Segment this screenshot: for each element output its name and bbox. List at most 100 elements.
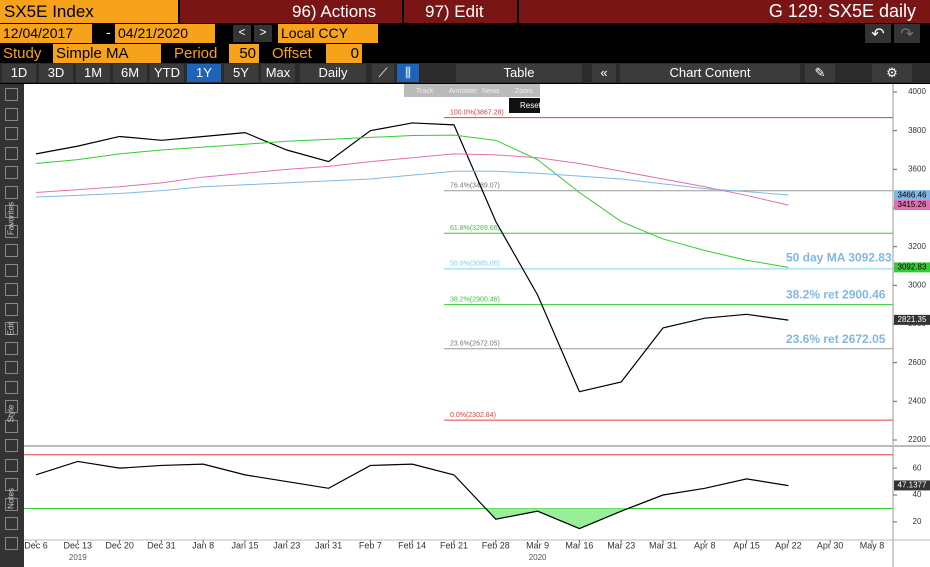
last-value-box: [894, 480, 930, 491]
side-icon[interactable]: [5, 185, 18, 199]
range-button[interactable]: 1D: [2, 64, 36, 82]
y-tick-label: 3600: [908, 164, 926, 173]
series-line: [35, 460, 789, 530]
edit-tool[interactable]: ✎: [805, 64, 835, 82]
y-tick-label: 40: [913, 490, 922, 499]
bar-tool[interactable]: ⫼: [397, 64, 419, 82]
last-value-box: [894, 314, 930, 325]
x-tick-label: Mar 23: [607, 540, 635, 550]
next-button[interactable]: >: [254, 25, 272, 42]
side-icon[interactable]: [5, 283, 18, 296]
level-label: 76.4%(3489.07): [450, 183, 500, 190]
side-icon[interactable]: [5, 127, 18, 140]
side-label: Style: [6, 404, 16, 423]
undo[interactable]: ↶: [865, 24, 891, 43]
x-tick-label: Mar 31: [649, 540, 677, 550]
side-icon[interactable]: [5, 439, 18, 452]
side-icon[interactable]: [5, 478, 18, 491]
range-button[interactable]: YTD: [150, 64, 184, 82]
range-button[interactable]: Max: [261, 64, 295, 82]
start-date[interactable]: 12/04/2017: [0, 24, 92, 43]
line-tool[interactable]: ⟋: [372, 64, 394, 82]
x-tick-label: Apr 8: [694, 540, 716, 550]
chart-content[interactable]: Chart Content: [620, 64, 800, 82]
x-tick-label: Feb 14: [398, 540, 426, 550]
last-value-label: 47.1377: [898, 481, 927, 490]
study[interactable]: Simple MA: [53, 44, 161, 63]
y-tick-label: 3800: [908, 126, 926, 135]
year-label: 2019: [69, 553, 87, 562]
side-icon[interactable]: [5, 244, 18, 257]
x-tick-label: Apr 15: [733, 540, 760, 550]
edit-menu[interactable]: 97) Edit: [425, 2, 484, 21]
x-tick-label: Mar 9: [526, 540, 549, 550]
side-label: Edit: [6, 321, 16, 336]
end-date[interactable]: 04/21/2020: [115, 24, 215, 43]
range-button[interactable]: 1Y: [187, 64, 221, 82]
x-tick-label: Dec 20: [105, 540, 134, 550]
level-label: 38.2%(2900.46): [450, 296, 500, 303]
range-button[interactable]: 3D: [39, 64, 73, 82]
side-icon[interactable]: [5, 458, 18, 472]
side-icon[interactable]: [5, 166, 18, 179]
annotation: 50 day MA 3092.83: [786, 251, 892, 265]
mini-tool: Annotate: [449, 88, 477, 95]
level-label: 61.8%(3269.66): [450, 225, 500, 232]
reset-button: [509, 98, 540, 113]
offset[interactable]: 0: [326, 44, 362, 63]
side-icon[interactable]: [5, 400, 18, 413]
x-tick-label: Dec 13: [64, 540, 93, 550]
series-line: [35, 122, 789, 393]
side-icon[interactable]: [5, 497, 18, 511]
side-icon[interactable]: [5, 88, 18, 101]
y-tick-label: 4000: [908, 87, 926, 96]
side-icon[interactable]: [5, 517, 18, 530]
side-icon[interactable]: [5, 361, 18, 374]
prev-button[interactable]: <: [233, 25, 251, 42]
side-label: Notes: [6, 488, 16, 509]
side-icon[interactable]: [5, 263, 18, 277]
y-tick-label: 2200: [908, 435, 926, 444]
mini-toolbar: [404, 84, 540, 97]
side-panel: Favorites Edit Style Notes: [0, 84, 24, 567]
dash: -: [106, 24, 111, 40]
plot-background: [24, 84, 930, 567]
period-label: Period: [174, 45, 218, 62]
header-bar: [180, 0, 930, 23]
side-icon[interactable]: [5, 341, 18, 355]
side-icon[interactable]: [5, 322, 18, 335]
table-button[interactable]: Table: [456, 64, 582, 82]
security[interactable]: SX5E Index: [0, 0, 178, 23]
divider: [517, 0, 519, 23]
side-icon[interactable]: [5, 419, 18, 433]
side-icon[interactable]: [5, 107, 18, 121]
x-tick-label: May 8: [860, 540, 885, 550]
x-tick-label: Jan 31: [315, 540, 342, 550]
range-button[interactable]: 6M: [113, 64, 147, 82]
side-icon[interactable]: [5, 536, 18, 550]
range-button[interactable]: 5Y: [224, 64, 258, 82]
side-icon[interactable]: [5, 146, 18, 160]
toolbar: 1D 3D 1M 6M YTD 1Y 5Y Max Daily ⟋ ⫼ Table «Chart Con…: [0, 63, 930, 83]
x-tick-label: Dec 31: [147, 540, 176, 550]
frequency[interactable]: Daily: [300, 64, 366, 82]
last-value-box: [894, 200, 930, 211]
side-label: Favorites: [6, 202, 16, 235]
redo[interactable]: ↷: [894, 24, 920, 43]
side-icon[interactable]: [5, 302, 18, 316]
currency[interactable]: Local CCY: [278, 24, 378, 43]
oversold-area: [36, 508, 789, 529]
side-icon[interactable]: [5, 205, 18, 218]
side-icon[interactable]: [5, 380, 18, 394]
annotation: 38.2% ret 2900.46: [786, 288, 886, 302]
range-button[interactable]: 1M: [76, 64, 110, 82]
actions-menu[interactable]: 96) Actions: [292, 2, 377, 21]
last-value-box: [894, 190, 930, 201]
period[interactable]: 50: [229, 44, 259, 63]
side-icon[interactable]: [5, 224, 18, 238]
settings[interactable]: ⚙: [872, 64, 912, 82]
chart: Dec 6 Dec 13 2019 Dec 20 Dec 31 Jan 8 Jan 15 Ja…: [24, 84, 930, 567]
x-tick-label: Apr 30: [817, 540, 844, 550]
collapse[interactable]: «: [592, 64, 616, 82]
